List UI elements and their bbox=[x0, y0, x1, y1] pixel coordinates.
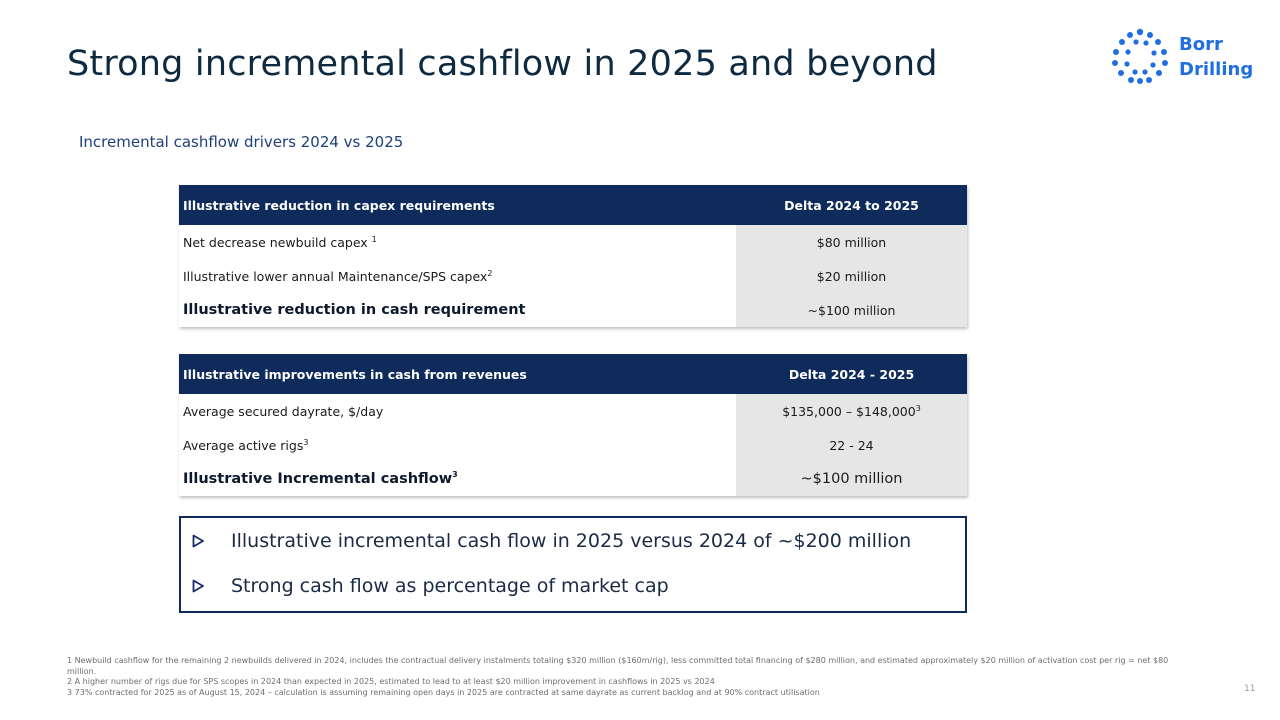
row-value: 22 - 24 bbox=[736, 428, 967, 462]
table-row: Net decrease newbuild capex 1 $80 millio… bbox=[179, 225, 967, 259]
capex-reduction-table: Illustrative reduction in capex requirem… bbox=[179, 185, 967, 327]
row-label-text: Illustrative Incremental cashflow bbox=[183, 471, 453, 487]
highlight-item: Strong cash flow as percentage of market… bbox=[191, 575, 669, 597]
row-label-text: Average active rigs bbox=[183, 437, 304, 453]
row-value: $135,000 – $148,0003 bbox=[736, 394, 967, 428]
logo-line-2: Drilling bbox=[1179, 59, 1254, 80]
row-value: $80 million bbox=[736, 225, 967, 259]
play-arrow-icon bbox=[192, 579, 204, 593]
footnote-ref: 1 bbox=[371, 234, 377, 244]
page-title: Strong incremental cashflow in 2025 and … bbox=[67, 44, 938, 84]
highlight-text: Illustrative incremental cash flow in 20… bbox=[231, 530, 912, 552]
table-row-total: Illustrative Incremental cashflow3 ~$100… bbox=[179, 462, 967, 496]
row-value: ~$100 million bbox=[736, 293, 967, 327]
row-value: $20 million bbox=[736, 259, 967, 293]
page-number: 11 bbox=[1244, 684, 1256, 694]
highlights-box: Illustrative incremental cash flow in 20… bbox=[179, 516, 967, 613]
logo-wordmark: Borr Drilling bbox=[1179, 32, 1253, 82]
company-logo: Borr Drilling bbox=[1110, 28, 1255, 84]
logo-line-1: Borr bbox=[1179, 34, 1223, 55]
table-row: Average active rigs3 22 - 24 bbox=[179, 428, 967, 462]
row-label-text: Net decrease newbuild capex bbox=[183, 234, 368, 250]
table-header-label: Illustrative improvements in cash from r… bbox=[179, 354, 736, 394]
table-row: Illustrative lower annual Maintenance/SP… bbox=[179, 259, 967, 293]
highlight-item: Illustrative incremental cash flow in 20… bbox=[191, 530, 911, 552]
row-label: Average secured dayrate, $/day bbox=[179, 394, 736, 428]
footnote-3: 3 73% contracted for 2025 as of August 1… bbox=[67, 687, 820, 697]
highlight-text: Strong cash flow as percentage of market… bbox=[231, 575, 669, 597]
row-label: Net decrease newbuild capex 1 bbox=[179, 225, 736, 259]
section-subtitle: Incremental cashflow drivers 2024 vs 202… bbox=[79, 133, 404, 151]
table-header-value: Delta 2024 to 2025 bbox=[736, 185, 967, 225]
footnote-ref: 3 bbox=[303, 437, 309, 447]
footnote-ref: 2 bbox=[487, 268, 493, 278]
table-header-label: Illustrative reduction in capex requirem… bbox=[179, 185, 736, 225]
borr-drilling-dots-logo-icon bbox=[1112, 28, 1168, 84]
table-row: Average secured dayrate, $/day $135,000 … bbox=[179, 394, 967, 428]
table-row-total: Illustrative reduction in cash requireme… bbox=[179, 293, 967, 327]
footnote-1: 1 Newbuild cashflow for the remaining 2 … bbox=[67, 656, 1169, 676]
table-header-value: Delta 2024 - 2025 bbox=[736, 354, 967, 394]
footnotes: 1 Newbuild cashflow for the remaining 2 … bbox=[67, 656, 1187, 698]
play-arrow-icon bbox=[192, 534, 204, 548]
row-value: ~$100 million bbox=[736, 462, 967, 496]
row-label: Illustrative Incremental cashflow3 bbox=[179, 462, 736, 496]
row-label-text: Illustrative lower annual Maintenance/SP… bbox=[183, 268, 488, 284]
revenue-improvement-table: Illustrative improvements in cash from r… bbox=[179, 354, 967, 496]
row-label: Illustrative reduction in cash requireme… bbox=[179, 293, 736, 327]
row-value-text: $135,000 – $148,000 bbox=[782, 403, 916, 419]
row-label: Average active rigs3 bbox=[179, 428, 736, 462]
footnote-ref: 3 bbox=[452, 470, 458, 480]
row-label: Illustrative lower annual Maintenance/SP… bbox=[179, 259, 736, 293]
table-header-row: Illustrative reduction in capex requirem… bbox=[179, 185, 967, 225]
table-header-row: Illustrative improvements in cash from r… bbox=[179, 354, 967, 394]
footnote-ref: 3 bbox=[915, 403, 921, 413]
footnote-2: 2 A higher number of rigs due for SPS sc… bbox=[67, 677, 715, 686]
